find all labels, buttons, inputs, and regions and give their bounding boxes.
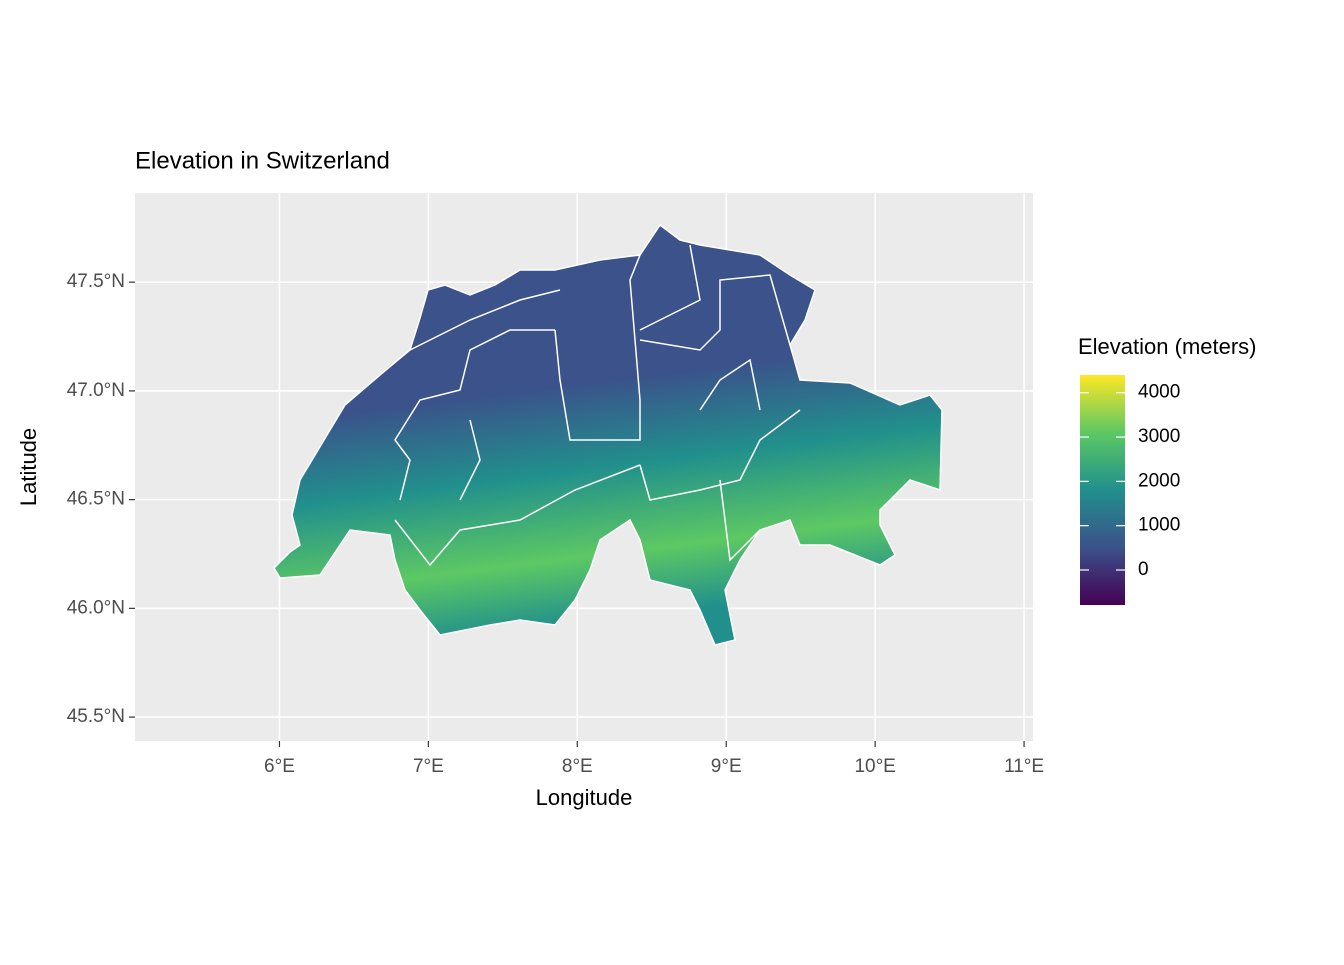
y-tick-label: 47.5°N xyxy=(67,271,125,292)
chart-title: Elevation in Switzerland xyxy=(135,147,390,174)
colorbar xyxy=(1080,375,1125,605)
x-tick-label: 9°E xyxy=(711,756,742,777)
y-tick-label: 45.5°N xyxy=(67,706,125,727)
legend-tick-label: 2000 xyxy=(1138,470,1180,491)
y-axis-label: Latitude xyxy=(16,428,41,506)
x-tick-label: 8°E xyxy=(562,756,593,777)
y-tick-label: 47.0°N xyxy=(67,380,125,401)
y-tick-label: 46.0°N xyxy=(67,597,125,618)
x-axis-label: Longitude xyxy=(536,785,633,810)
y-tick-label: 46.5°N xyxy=(67,489,125,510)
x-tick-label: 7°E xyxy=(413,756,444,777)
canton-borders xyxy=(394,244,801,567)
legend-tick-label: 1000 xyxy=(1138,515,1180,536)
legend-tick-label: 0 xyxy=(1138,559,1149,580)
legend-tick-label: 3000 xyxy=(1138,426,1180,447)
x-tick-label: 10°E xyxy=(854,756,895,777)
x-tick-label: 6°E xyxy=(264,756,295,777)
legend-title: Elevation (meters) xyxy=(1078,334,1257,359)
legend-tick-label: 4000 xyxy=(1138,382,1180,403)
country-shape xyxy=(273,223,943,646)
x-tick-label: 11°E xyxy=(1004,756,1044,777)
